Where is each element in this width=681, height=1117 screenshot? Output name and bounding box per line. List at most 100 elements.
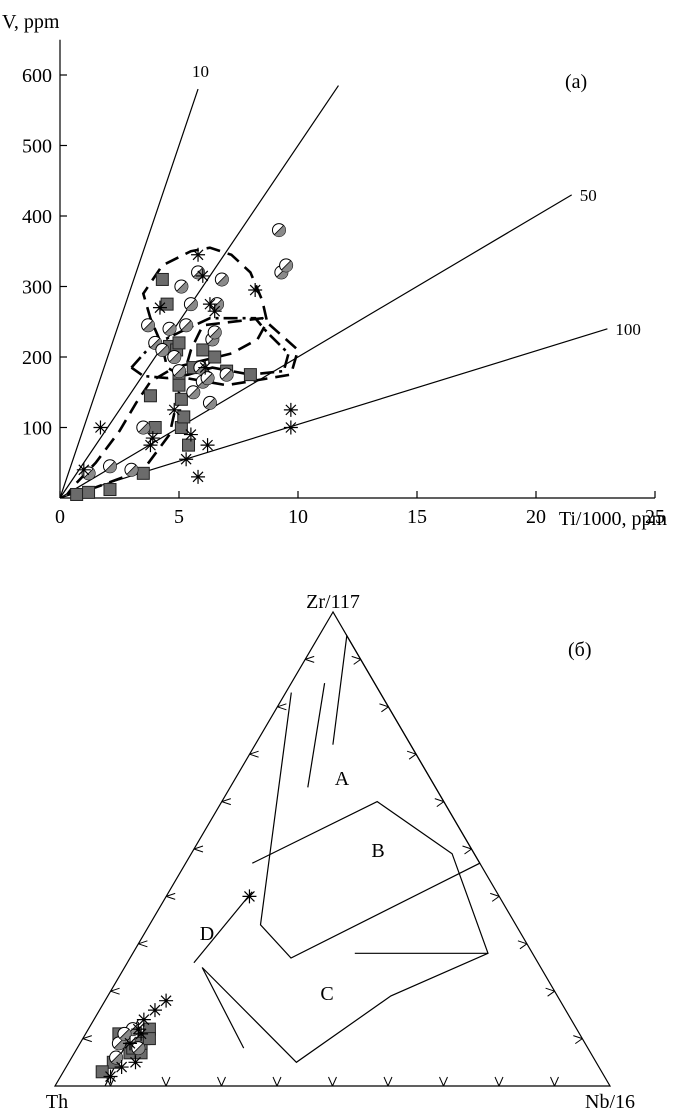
- point-half-filled-circle: [167, 350, 182, 364]
- panel-a-xlabel: Ti/1000, ppm: [559, 508, 668, 530]
- point-asterisk: [114, 1060, 129, 1075]
- point-half-filled-circle: [179, 318, 194, 333]
- point-half-filled-circle: [102, 459, 117, 474]
- point-half-filled-circle: [214, 272, 229, 287]
- point-half-filled-circle: [117, 1026, 132, 1041]
- tick-mark: [305, 655, 315, 663]
- tick-mark: [277, 703, 287, 711]
- tick-mark: [379, 703, 389, 713]
- point-asterisk: [147, 1003, 162, 1018]
- field-boundary: [193, 891, 253, 964]
- point-half-filled-circle: [162, 321, 177, 336]
- panel-a-ylabel: V, ppm: [2, 11, 60, 33]
- tick-mark: [82, 1035, 92, 1043]
- point-gray-square: [143, 389, 157, 403]
- ternary-ticks: [82, 655, 583, 1087]
- field-label-c: C: [320, 983, 333, 1005]
- tick-mark: [328, 1076, 337, 1087]
- field-boundary: [201, 967, 245, 1049]
- field-label-b: B: [371, 840, 384, 862]
- ratio-line-label: 50: [580, 186, 597, 205]
- vertex-label-left: Th: [46, 1091, 68, 1113]
- point-asterisk: [145, 431, 160, 446]
- tick-mark: [439, 1076, 448, 1087]
- tick-mark: [272, 1076, 282, 1087]
- y-tick-label: 500: [22, 136, 52, 158]
- point-asterisk: [143, 438, 158, 453]
- tick-mark: [166, 892, 176, 900]
- point-gray-square: [172, 378, 186, 392]
- y-tick-label: 200: [22, 347, 52, 369]
- panel-b-label: (б): [568, 639, 592, 661]
- tick-mark: [193, 845, 204, 853]
- point-half-filled-circle: [200, 371, 215, 386]
- tick-mark: [517, 940, 528, 950]
- tick-mark: [110, 987, 120, 995]
- point-half-filled-circle: [279, 258, 294, 273]
- ratio-line-100: [60, 328, 608, 499]
- panel-a-axes: 0 5 10 15 20 25 100 200 300 400 500 600: [22, 39, 665, 528]
- point-asterisk: [198, 360, 213, 375]
- point-half-filled-circle: [207, 325, 222, 340]
- tick-mark: [138, 940, 148, 948]
- panel-a: V, ppm Ti/1000, ppm (a) 0 5 10 15 20 25 100 200…: [2, 11, 667, 530]
- panel-a-label: (a): [565, 71, 587, 93]
- point-gray-square: [148, 421, 162, 434]
- ratio-line-10: [60, 88, 199, 499]
- point-asterisk: [179, 452, 194, 467]
- point-asterisk: [159, 993, 174, 1008]
- panel-a-points: [70, 223, 298, 501]
- point-asterisk: [242, 889, 257, 904]
- tick-mark: [221, 798, 231, 806]
- point-asterisk: [122, 1036, 137, 1051]
- x-tick-label: 10: [288, 506, 308, 528]
- point-half-filled-circle: [219, 367, 234, 382]
- ternary-triangle: [53, 610, 612, 1087]
- x-tick-label: 0: [55, 506, 65, 528]
- vertex-label-right: Nb/16: [585, 1091, 635, 1113]
- point-gray-square: [182, 438, 196, 452]
- point-half-filled-circle: [172, 364, 186, 379]
- field-boundary: [307, 683, 326, 788]
- field-boundary: [259, 633, 481, 959]
- point-asterisk: [93, 420, 108, 435]
- x-tick-label: 15: [407, 506, 427, 528]
- ternary-points: [95, 889, 257, 1084]
- tick-mark: [106, 1076, 115, 1087]
- tick-mark: [383, 1076, 393, 1087]
- ratio-line-50: [60, 194, 573, 499]
- tick-mark: [406, 750, 417, 760]
- point-half-filled-circle: [183, 297, 198, 312]
- point-asterisk: [207, 304, 222, 319]
- tick-mark: [545, 987, 555, 997]
- point-gray-square: [95, 1065, 109, 1079]
- field-boundary: [201, 800, 489, 1064]
- point-gray-square: [155, 272, 169, 286]
- point-asterisk: [191, 469, 206, 484]
- vertex-label-top: Zr/117: [306, 591, 360, 613]
- point-asterisk: [202, 297, 217, 312]
- point-asterisk: [152, 300, 167, 315]
- point-half-filled-circle: [124, 462, 139, 477]
- point-half-filled-circle: [136, 420, 151, 435]
- point-gray-square: [208, 350, 222, 364]
- point-gray-square: [142, 1032, 156, 1046]
- point-asterisk: [134, 1026, 149, 1041]
- point-asterisk: [283, 402, 298, 417]
- tick-mark: [494, 1076, 504, 1087]
- point-half-filled-circle: [155, 342, 170, 357]
- point-asterisk: [200, 438, 215, 453]
- x-tick-label: 5: [174, 506, 184, 528]
- tick-mark: [249, 750, 259, 758]
- point-gray-square: [243, 368, 257, 382]
- point-asterisk: [136, 1012, 151, 1027]
- panel-a-ratio-labels: 10 50 100: [192, 62, 641, 339]
- point-half-filled-circle: [109, 1050, 124, 1065]
- point-gray-square: [174, 392, 188, 406]
- field-label-d: D: [200, 923, 214, 945]
- tick-mark: [351, 655, 361, 665]
- point-asterisk: [167, 402, 182, 417]
- field-label-a: A: [335, 768, 350, 790]
- point-half-filled-circle: [186, 385, 201, 400]
